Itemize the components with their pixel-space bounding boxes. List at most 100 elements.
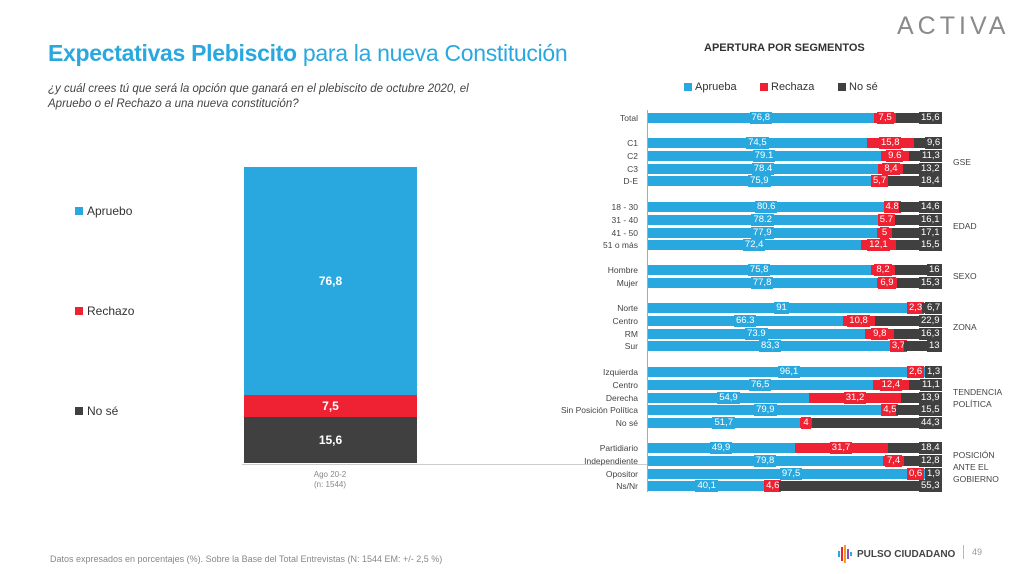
- title-rest: para la nueva Constitución: [296, 40, 568, 66]
- data-label-rechaza: 9.6: [886, 149, 904, 162]
- bar-nose: [811, 418, 942, 429]
- data-label-aprueba: 76,8: [749, 112, 772, 124]
- data-label-nose: 15,5: [919, 239, 942, 252]
- bar-nose: [874, 315, 942, 326]
- left-legend-nose: No sé: [75, 404, 118, 418]
- data-label-nose: 1,3: [925, 366, 943, 378]
- group-label-line: POLÍTICA: [953, 398, 992, 409]
- data-label-aprueba: 96,1: [777, 366, 801, 378]
- row-label: Centro: [612, 315, 638, 326]
- data-label-aprueba: 54,9: [717, 391, 740, 404]
- group-label: GSE: [953, 156, 971, 168]
- data-label-rechaza: 9,8: [871, 327, 889, 340]
- bar-segment-rechazo: 7,5: [244, 394, 417, 417]
- data-label-aprueba: 76,5: [748, 378, 772, 391]
- brand-name: PULSO CIUDADANO: [857, 548, 956, 560]
- row-label: Izquierda: [603, 367, 638, 377]
- data-label-aprueba: 83,3: [758, 340, 782, 353]
- row-label: Norte: [617, 303, 638, 313]
- data-label-nose: 16: [927, 264, 942, 276]
- legend-rechaza: Rechaza: [760, 81, 814, 93]
- row-label: 41 - 50: [611, 227, 638, 238]
- group-label-line: ZONA: [953, 322, 977, 333]
- legend-label: No sé: [849, 81, 878, 93]
- data-label-nose: 16,1: [919, 213, 942, 226]
- data-label-aprueba: 79.1: [752, 149, 776, 162]
- title-bold: Expectativas Plebiscito: [48, 40, 297, 66]
- legend-swatch: [760, 83, 768, 91]
- row-label: Centro: [612, 379, 638, 390]
- data-label-rechaza: 5,7: [871, 175, 889, 188]
- data-label-aprueba: 72,4: [742, 239, 766, 252]
- group-label-line: EDAD: [953, 221, 977, 232]
- row-label: Total: [620, 113, 638, 123]
- data-label-nose: 15,6: [919, 112, 942, 124]
- data-label-rechaza: 4: [801, 417, 811, 430]
- group-label-line: SEXO: [953, 271, 977, 282]
- activa-logo: ACTIVA: [897, 12, 1010, 40]
- legend-label: Rechazo: [87, 304, 135, 318]
- legend-swatch: [75, 207, 83, 215]
- data-label-nose: 18,4: [919, 175, 942, 188]
- data-label-aprueba: 91: [774, 302, 789, 314]
- data-label-aprueba: 51,7: [712, 417, 735, 430]
- data-label-nose: 13,9: [919, 391, 942, 404]
- data-label-aprueba: 75,8: [747, 264, 771, 276]
- data-label-rechaza: 8,4: [882, 162, 900, 175]
- data-label-rechaza: 5: [879, 226, 890, 239]
- row-label: Sur: [624, 341, 638, 352]
- data-label: 15,6: [318, 432, 343, 447]
- row-label: Sin Posición Política: [560, 405, 638, 416]
- data-label-nose: 15,5: [919, 404, 942, 417]
- left-legend-rechazo: Rechazo: [75, 304, 134, 318]
- survey-question: ¿y cuál crees tú que será la opción que …: [48, 83, 469, 110]
- data-label-rechaza: 31,7: [829, 442, 853, 454]
- data-label-nose: 14,6: [919, 201, 942, 213]
- page-number: 49: [972, 547, 983, 557]
- legend-aprueba: Aprueba: [684, 81, 737, 93]
- group-label: SEXO: [953, 270, 977, 282]
- data-label-rechaza: 2,6: [907, 366, 925, 378]
- bar-nose: [887, 443, 942, 453]
- data-label-nose: 22,9: [919, 314, 942, 327]
- row-label: Hombre: [607, 265, 638, 275]
- row-label: Ns/Nr: [616, 481, 638, 492]
- data-label-rechaza: 7,5: [876, 112, 894, 124]
- bar-nose: [891, 227, 942, 238]
- data-label-rechaza: 6,9: [878, 276, 896, 289]
- bar-nose: [894, 328, 942, 339]
- row-label: 31 - 40: [611, 214, 638, 225]
- data-label-rechaza: 0,6: [907, 467, 925, 480]
- data-label-nose: 12,8: [919, 454, 942, 467]
- data-label-nose: 17,1: [919, 226, 942, 239]
- data-label-nose: 44,3: [919, 417, 942, 430]
- row-label: C1: [627, 138, 638, 148]
- bar-nose: [894, 214, 942, 225]
- data-label-nose: 16,3: [919, 327, 942, 340]
- data-label-rechaza: 10,8: [847, 314, 870, 327]
- data-label-nose: 6,7: [925, 302, 943, 314]
- legend-label: No sé: [87, 404, 119, 418]
- bars-logo-icon: [838, 545, 852, 563]
- data-label-aprueba: 79,9: [754, 404, 777, 417]
- data-label-aprueba: 77,8: [750, 276, 774, 289]
- data-label-aprueba: 79,8: [753, 454, 777, 467]
- row-label: No sé: [615, 418, 638, 429]
- footer-note: Datos expresados en porcentajes (%). Sob…: [50, 554, 443, 564]
- data-label-aprueba: 80.6: [754, 201, 778, 213]
- data-label-rechaza: 7,4: [884, 454, 903, 467]
- data-label-rechaza: 12,1: [867, 239, 890, 252]
- data-label-nose: 11,1: [920, 378, 942, 391]
- row-label: C3: [627, 163, 638, 174]
- group-label: EDAD: [953, 220, 977, 232]
- bar-nose: [903, 341, 942, 352]
- data-label-aprueba: 78.2: [751, 213, 774, 226]
- data-label-aprueba: 73.9: [745, 327, 768, 340]
- data-label-nose: 55,3: [919, 480, 942, 493]
- legend-swatch: [75, 307, 83, 315]
- data-label-aprueba: 78.4: [751, 162, 775, 175]
- data-label-rechaza: 15,8: [878, 137, 902, 149]
- group-label-line: POSICIÓN: [953, 450, 995, 461]
- row-label: C2: [627, 150, 638, 161]
- group-label: ZONA: [953, 321, 977, 333]
